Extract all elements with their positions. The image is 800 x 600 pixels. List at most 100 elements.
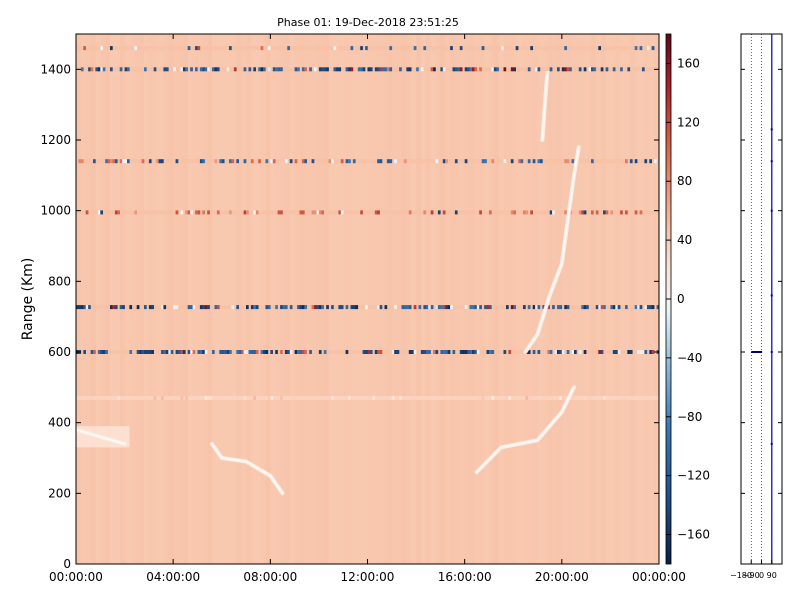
- heatmap-cell: [442, 305, 446, 310]
- heatmap-cell: [566, 350, 570, 354]
- heatmap-cell: [625, 305, 628, 310]
- heatmap-cell: [129, 305, 133, 310]
- heatmap-cell: [207, 67, 210, 72]
- heatmap-cell: [620, 210, 623, 215]
- heatmap-cell: [399, 67, 402, 72]
- heatmap-cell: [207, 305, 210, 310]
- heatmap-cell: [226, 67, 230, 72]
- heatmap-cell: [442, 350, 446, 354]
- heatmap-cell: [454, 159, 458, 164]
- colorbar-tick-label: 40: [677, 233, 692, 247]
- heatmap-cell: [95, 67, 99, 72]
- heatmap-cell: [651, 46, 655, 51]
- heatmap-cell: [214, 159, 218, 164]
- profile-marker: [770, 128, 773, 131]
- heatmap-cell: [297, 67, 300, 72]
- heatmap-cell: [440, 305, 444, 310]
- colorbar-tick-label: 80: [677, 174, 692, 188]
- heatmap-cell: [199, 159, 203, 164]
- profile-lines: [740, 34, 783, 565]
- profile-x-tick-label: −180: [730, 571, 752, 580]
- heatmap-column: [654, 34, 659, 564]
- heatmap-cell: [348, 67, 351, 72]
- heatmap-cell: [163, 350, 167, 354]
- heatmap-cell: [489, 305, 492, 310]
- heatmap-cell: [430, 210, 434, 215]
- heatmap-column: [270, 34, 276, 564]
- heatmap-cell: [165, 67, 169, 72]
- heatmap-column: [561, 34, 568, 564]
- heatmap-cell: [277, 210, 281, 215]
- heatmap-cell: [510, 210, 514, 215]
- heatmap-cell: [603, 395, 606, 400]
- heatmap-column: [430, 34, 437, 564]
- heatmap-cell: [600, 350, 604, 354]
- x-tick-label: 12:00:00: [341, 570, 395, 584]
- heatmap-cell: [384, 67, 388, 72]
- heatmap-cell: [610, 305, 614, 310]
- heatmap-cell: [530, 210, 533, 215]
- heatmap-cell: [598, 305, 601, 310]
- heatmap-cell: [452, 350, 456, 354]
- heatmap-cell: [229, 210, 232, 215]
- heatmap-column: [100, 34, 106, 564]
- heatmap-cell: [501, 46, 504, 51]
- heatmap-cell: [345, 350, 349, 354]
- heatmap-cell: [248, 350, 252, 354]
- heatmap-cell: [464, 350, 468, 354]
- heatmap-column: [445, 34, 451, 564]
- heatmap-cell: [377, 159, 380, 164]
- heatmap-cell: [515, 46, 519, 51]
- heatmap-column: [333, 34, 339, 564]
- heatmap-cell: [85, 210, 89, 215]
- heatmap-cell: [566, 67, 570, 72]
- heatmap-cell: [233, 67, 237, 72]
- heatmap-cell: [454, 210, 458, 215]
- heatmap-column: [615, 34, 621, 564]
- heatmap-column: [153, 34, 160, 564]
- heatmap-cell: [170, 350, 174, 354]
- heatmap-cell: [656, 305, 659, 310]
- heatmap-cell: [435, 350, 439, 354]
- heatmap-cell: [472, 305, 475, 310]
- heatmap-cell: [484, 159, 487, 164]
- heatmap-column: [275, 34, 281, 564]
- heatmap-cell: [651, 350, 655, 354]
- heatmap-cell: [318, 210, 322, 215]
- heatmap-cell: [148, 305, 152, 310]
- heatmap-column: [338, 34, 344, 564]
- heatmap-cell: [612, 305, 616, 310]
- heatmap-cell: [362, 350, 366, 354]
- heatmap-column: [304, 34, 310, 564]
- heatmap-cell: [144, 67, 147, 72]
- heatmap-cell: [253, 395, 256, 400]
- heatmap-cell: [360, 67, 363, 72]
- heatmap-cell: [180, 210, 184, 215]
- heatmap-cell: [527, 159, 531, 164]
- heatmap-cell: [481, 159, 485, 164]
- heatmap-cell: [457, 67, 461, 72]
- heatmap-cell: [76, 305, 79, 310]
- heatmap-cell: [323, 67, 327, 72]
- heatmap-cell: [301, 210, 305, 215]
- heatmap-column: [323, 34, 330, 564]
- heatmap-cell: [117, 210, 120, 215]
- heatmap-cell: [270, 159, 273, 164]
- heatmap-cell: [605, 210, 609, 215]
- heatmap-column: [537, 34, 543, 564]
- heatmap-cell: [642, 67, 645, 72]
- heatmap-column: [95, 34, 101, 564]
- heatmap-column: [148, 34, 155, 564]
- heatmap-column: [644, 34, 650, 564]
- heatmap-cell: [386, 159, 390, 164]
- heatmap-cell: [503, 350, 507, 354]
- heatmap-cell: [102, 350, 106, 354]
- heatmap-cell: [338, 210, 342, 215]
- heatmap-column: [440, 34, 446, 564]
- heatmap-column: [625, 34, 631, 564]
- heatmap-cell: [221, 350, 225, 354]
- echo-track-core: [524, 146, 580, 353]
- heatmap-cell: [469, 350, 473, 354]
- heatmap-cell: [141, 350, 145, 354]
